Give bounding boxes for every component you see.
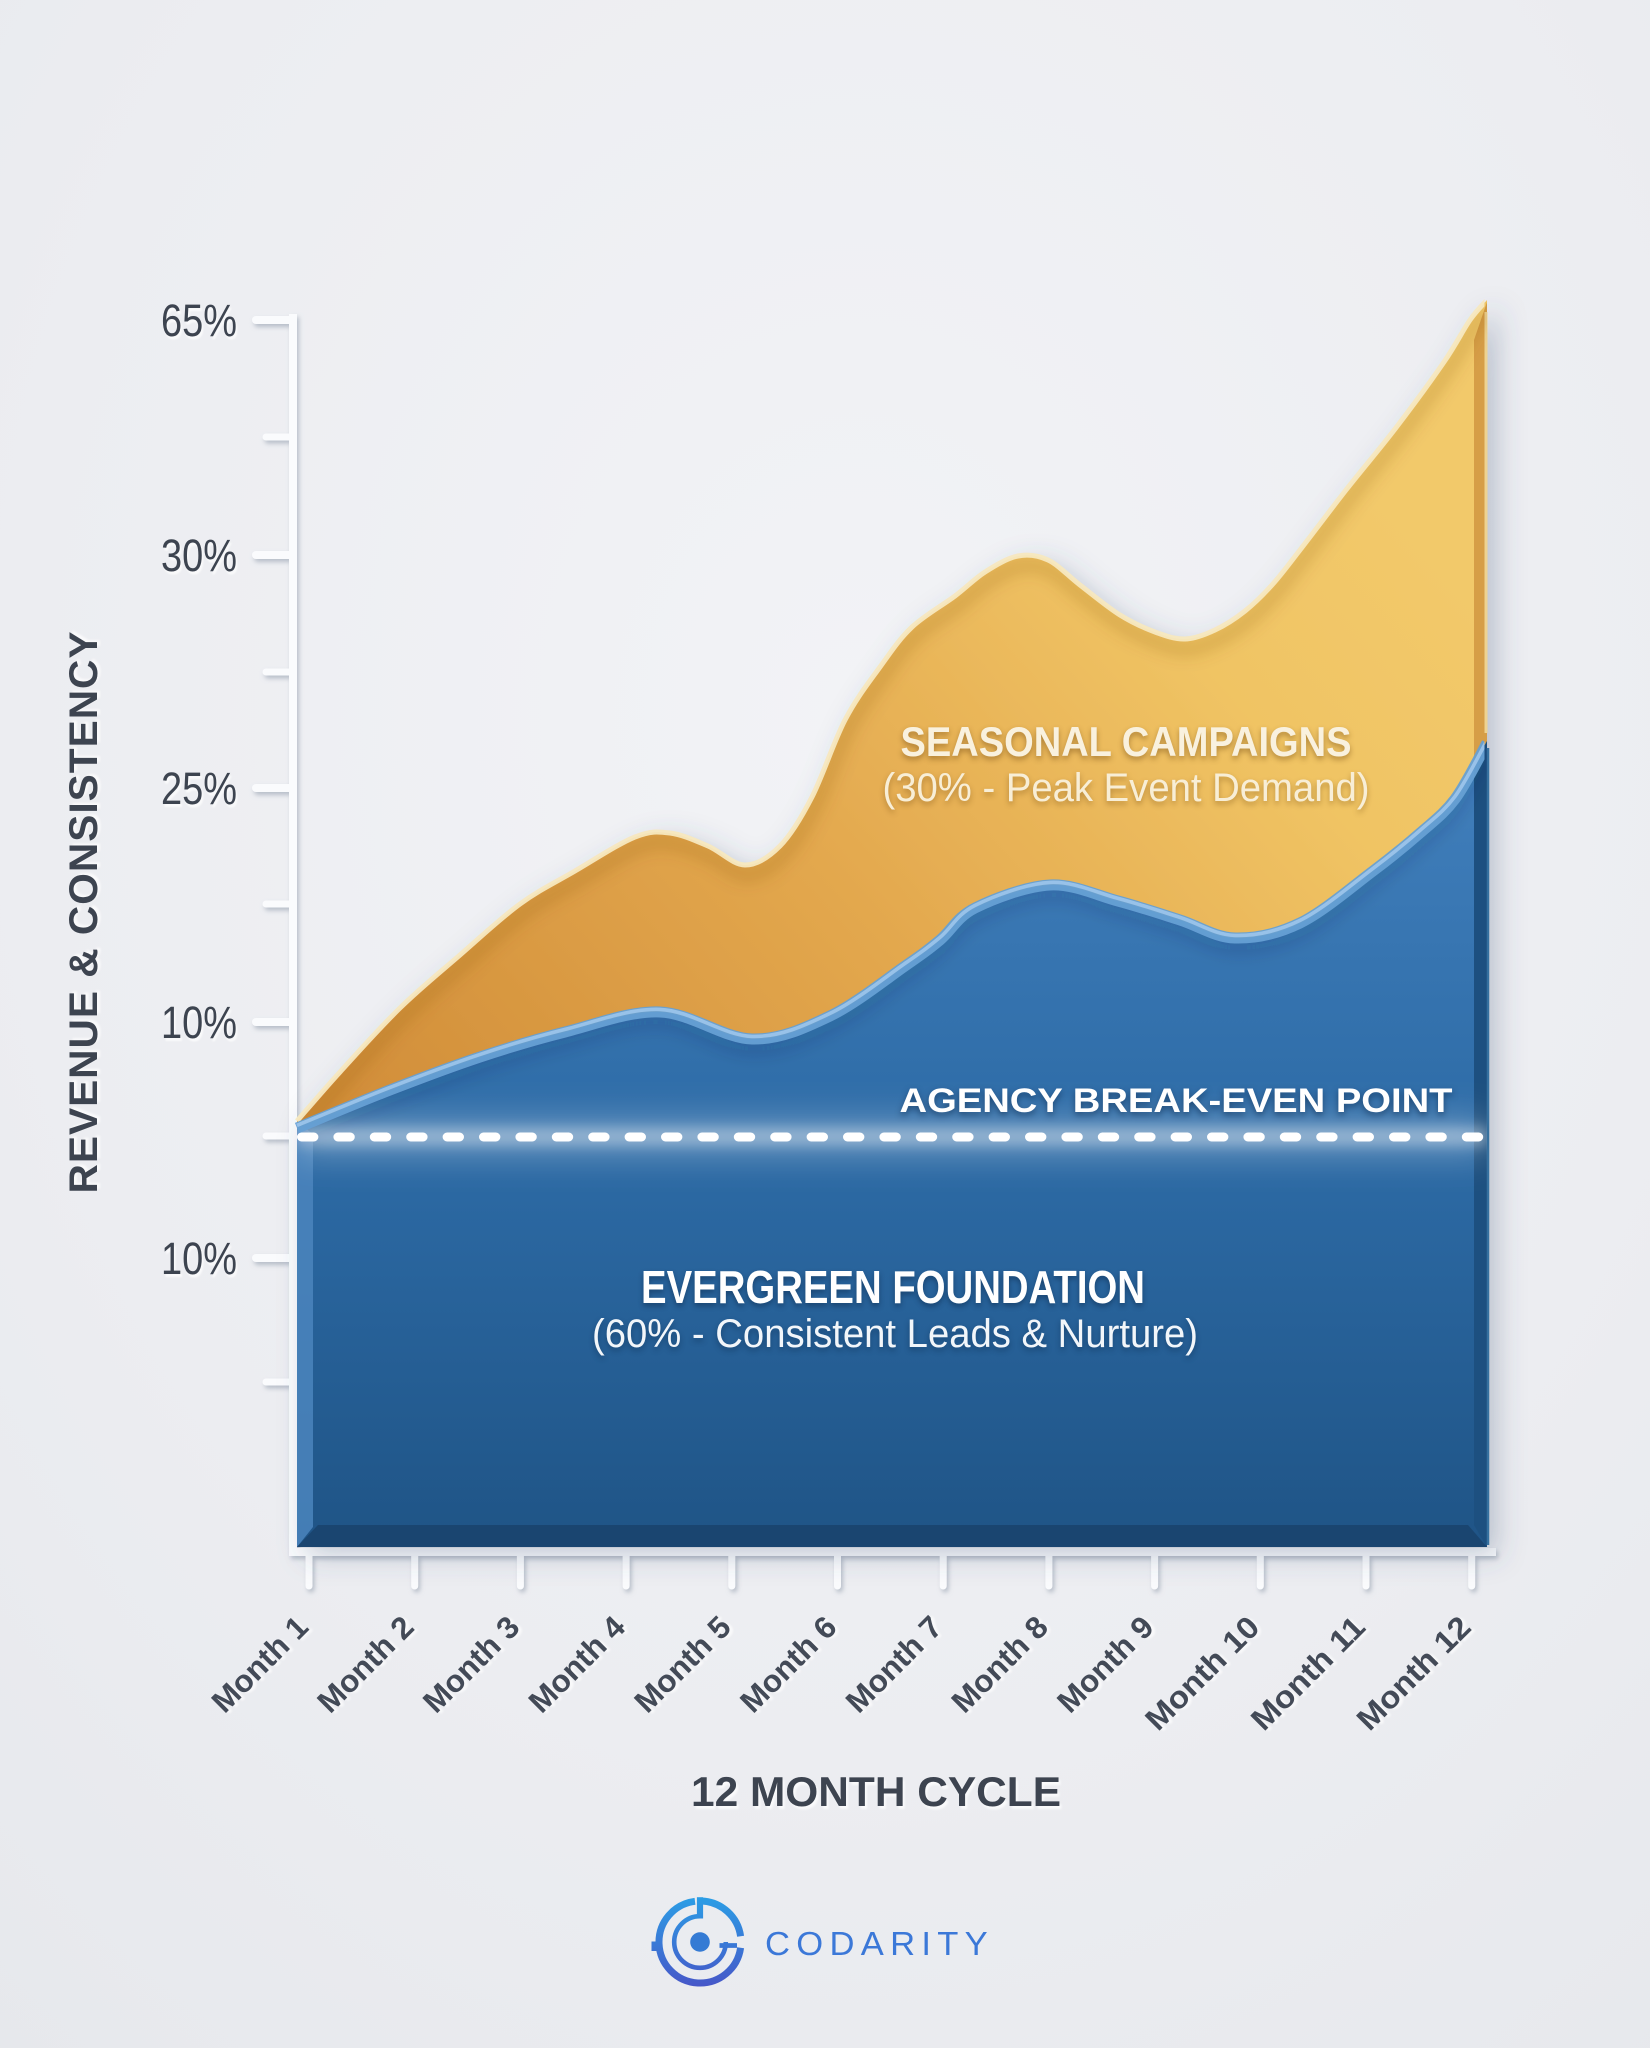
svg-text:(60% - Consistent Leads & Nurt: (60% - Consistent Leads & Nurture) [592, 1312, 1198, 1356]
svg-text:30%: 30% [161, 530, 237, 581]
svg-text:10%: 10% [161, 997, 237, 1048]
svg-text:REVENUE & CONSISTENCY: REVENUE & CONSISTENCY [62, 631, 106, 1194]
svg-text:12 MONTH CYCLE: 12 MONTH CYCLE [691, 1768, 1061, 1815]
svg-text:EVERGREEN FOUNDATION: EVERGREEN FOUNDATION [641, 1261, 1145, 1313]
svg-text:25%: 25% [161, 763, 237, 814]
svg-text:65%: 65% [161, 295, 237, 346]
svg-text:CODARITY: CODARITY [765, 1925, 994, 1962]
svg-text:AGENCY BREAK-EVEN POINT: AGENCY BREAK-EVEN POINT [900, 1082, 1453, 1120]
svg-text:10%: 10% [161, 1233, 237, 1284]
svg-text:(30% - Peak Event Demand): (30% - Peak Event Demand) [883, 766, 1370, 810]
svg-text:SEASONAL CAMPAIGNS: SEASONAL CAMPAIGNS [901, 718, 1352, 765]
